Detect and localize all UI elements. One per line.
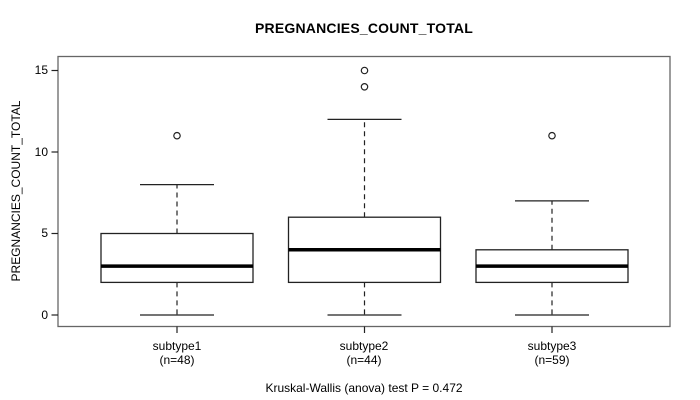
x-group-label-subtype1: subtype1 (n=48) <box>97 339 257 367</box>
y-axis-label: PREGNANCIES_COUNT_TOTAL <box>9 100 23 282</box>
y-tick-label-10: 10 <box>34 145 48 159</box>
iqr-box-subtype1 <box>100 232 254 284</box>
x-group-count: (n=48) <box>159 352 195 367</box>
outlier-point-subtype2-15 <box>360 66 369 75</box>
x-group-count: (n=59) <box>534 352 570 367</box>
outlier-point-subtype3-11 <box>548 131 556 140</box>
stat-test-caption: Kruskal-Wallis (anova) test P = 0.472 <box>265 381 463 395</box>
y-tick-label-15: 15 <box>34 63 48 77</box>
x-group-label-subtype2: subtype2 (n=44) <box>284 339 444 367</box>
chart-title: PREGNANCIES_COUNT_TOTAL <box>255 20 473 36</box>
outlier-point-subtype1-11 <box>173 131 181 140</box>
x-group-name: subtype3 <box>527 339 577 353</box>
x-group-name: subtype2 <box>339 339 389 353</box>
x-group-count: (n=44) <box>346 352 382 367</box>
x-group-label-subtype3: subtype3 (n=59) <box>472 339 632 367</box>
y-tick-label-5: 5 <box>41 226 48 240</box>
outlier-point-subtype2-14 <box>360 83 369 91</box>
x-group-name: subtype1 <box>152 339 202 353</box>
y-tick-label-0: 0 <box>41 308 48 322</box>
